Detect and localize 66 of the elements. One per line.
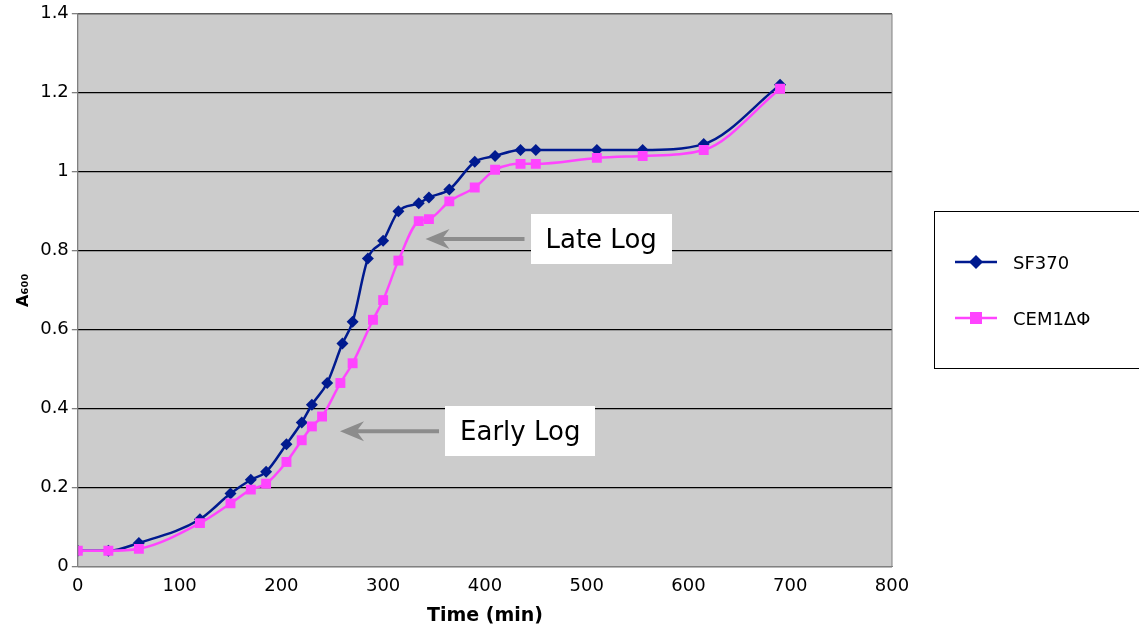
point xyxy=(260,465,273,478)
point xyxy=(321,376,334,389)
point xyxy=(280,438,293,451)
point xyxy=(468,155,481,168)
point xyxy=(377,234,390,247)
point xyxy=(591,152,602,163)
point xyxy=(490,164,501,175)
point xyxy=(305,398,318,411)
point xyxy=(393,255,404,266)
x-axis-title: Time (min) xyxy=(426,602,543,625)
point xyxy=(244,473,257,486)
x-tick-label: 100 xyxy=(162,574,197,596)
legend-label: SF370 xyxy=(1013,251,1070,273)
point xyxy=(261,478,272,489)
legend-label: CEM1ΔΦ xyxy=(1013,307,1091,329)
point xyxy=(225,498,236,509)
y-tick-label: 1.2 xyxy=(40,80,69,102)
point xyxy=(361,252,374,265)
point xyxy=(422,191,435,204)
point xyxy=(335,378,346,388)
point xyxy=(296,435,307,446)
y-tick-label: 0 xyxy=(57,554,69,576)
point xyxy=(698,145,709,155)
point xyxy=(412,197,425,210)
point xyxy=(775,83,785,94)
point xyxy=(295,416,308,429)
point xyxy=(515,158,526,169)
x-tick-label: 600 xyxy=(671,574,706,596)
annotation: Late Log xyxy=(530,213,672,264)
point xyxy=(317,411,328,422)
point xyxy=(443,183,456,196)
x-tick-label: 200 xyxy=(264,574,299,596)
point xyxy=(392,205,405,218)
y-tick-label: 0.8 xyxy=(40,238,69,260)
point xyxy=(306,421,317,432)
x-tick-label: 500 xyxy=(569,574,604,596)
point xyxy=(336,337,349,350)
annotation: Early Log xyxy=(445,406,596,457)
x-tick-label: 400 xyxy=(467,574,503,596)
y-tick-label: 0.4 xyxy=(40,396,69,418)
y-tick-label: 0.6 xyxy=(40,317,69,339)
point xyxy=(514,144,527,157)
point xyxy=(423,214,434,225)
x-tick-label: 300 xyxy=(365,574,401,596)
point xyxy=(489,149,502,162)
point xyxy=(224,487,237,500)
point xyxy=(530,158,541,169)
point xyxy=(133,543,144,554)
y-tick-label: 0.2 xyxy=(40,475,69,497)
point xyxy=(413,216,424,227)
x-tick-label: 800 xyxy=(874,574,910,596)
point xyxy=(347,358,358,369)
point xyxy=(444,196,455,207)
point xyxy=(346,315,359,328)
y-axis-title: A₆₀₀ xyxy=(12,273,32,307)
point xyxy=(368,314,378,325)
point xyxy=(281,457,292,467)
y-tick-label: 1.4 xyxy=(40,1,69,23)
point xyxy=(637,151,648,161)
point xyxy=(195,518,205,529)
x-tick-label: 700 xyxy=(773,574,808,596)
y-tick-label: 1 xyxy=(57,159,69,181)
point xyxy=(378,295,389,306)
x-tick-label: 0 xyxy=(72,574,84,596)
point xyxy=(245,484,256,495)
point xyxy=(469,182,480,193)
